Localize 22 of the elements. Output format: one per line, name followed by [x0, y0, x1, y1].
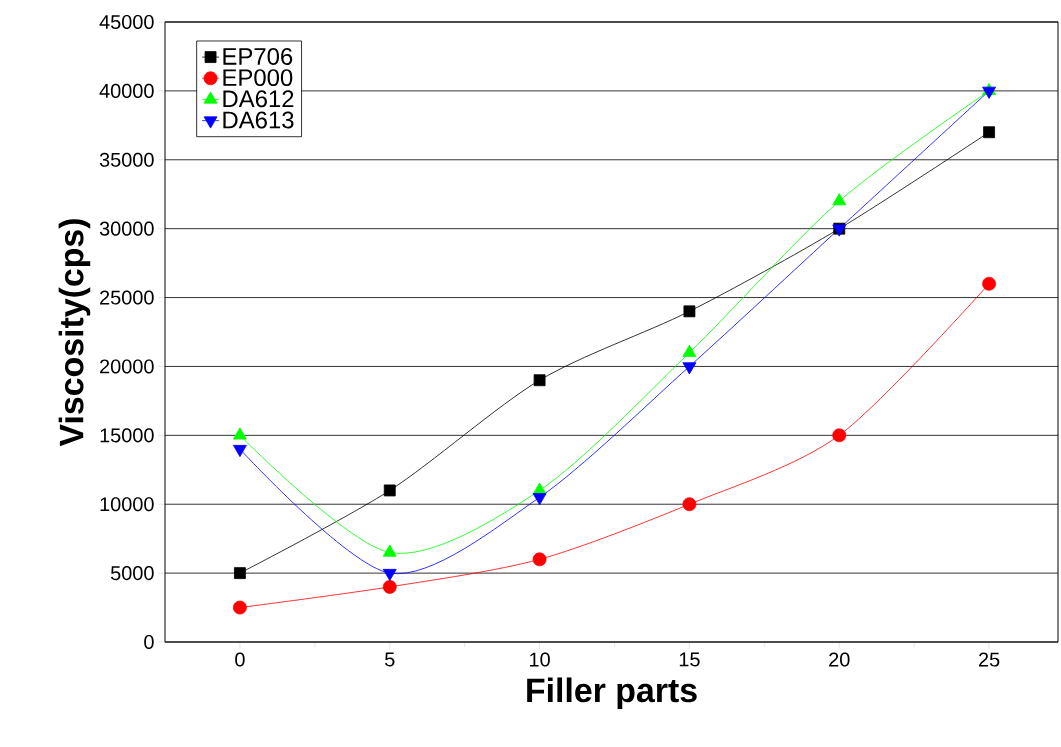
legend-label: DA613: [223, 111, 294, 129]
y-tick-label: 20000: [100, 359, 154, 374]
x-tick-label: 25: [979, 652, 1000, 667]
x-axis-title: Filler parts: [527, 677, 697, 710]
y-tick-label: 15000: [100, 428, 154, 443]
legend-label: EP706: [223, 47, 293, 65]
y-tick-label: 5000: [110, 566, 154, 581]
x-tick-label: 10: [530, 652, 550, 667]
y-tick-label: 0: [144, 634, 154, 650]
x-tick-label: 20: [829, 652, 850, 667]
y-axis-title: Viscosity(cps): [58, 219, 91, 447]
y-tick-label: 25000: [100, 290, 154, 305]
y-tick-label: 30000: [99, 221, 154, 236]
y-tick-label: 45000: [99, 14, 154, 30]
legend-label: EP000: [223, 69, 293, 87]
legend-label: DA612: [223, 90, 294, 108]
y-tick-label: 40000: [99, 83, 154, 98]
x-tick-label: 15: [679, 652, 700, 667]
y-tick-label: 10000: [100, 497, 154, 512]
y-tick-label: 35000: [99, 152, 154, 167]
x-tick-label: 0: [235, 652, 245, 667]
x-tick-label: 5: [385, 652, 395, 667]
